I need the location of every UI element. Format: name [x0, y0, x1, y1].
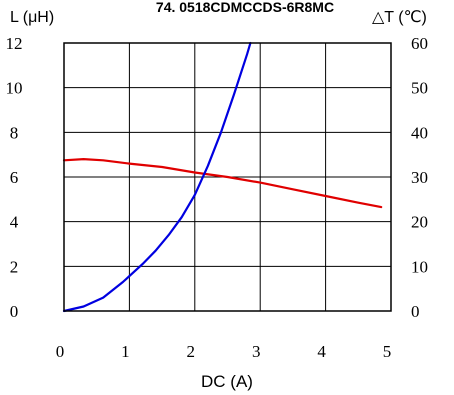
inductance-line: [62, 158, 383, 209]
y-right-tick-label: 30: [411, 168, 428, 187]
x-tick-label: 1: [121, 342, 130, 361]
y-left-tick-label: 6: [10, 168, 19, 187]
y-right-tick-label: 40: [411, 123, 428, 142]
y-left-tick-label: 4: [10, 213, 19, 232]
x-tick-label: 3: [252, 342, 261, 361]
y-right-tick-label: 10: [411, 257, 428, 276]
series-lines: [62, 41, 383, 313]
y-right-tick-label: 20: [411, 213, 428, 232]
y-right-tick-label: 0: [411, 302, 420, 321]
y-right-tick-label: 50: [411, 79, 428, 98]
temperature-rise-line: [62, 41, 252, 313]
y-right-axis-label: △T (℃): [372, 9, 427, 26]
x-axis-label: DC (A): [201, 372, 253, 391]
y-left-tick-label: 10: [6, 79, 23, 98]
grid: [64, 43, 391, 311]
x-tick-label: 0: [56, 342, 65, 361]
y-left-tick-label: 12: [6, 34, 23, 53]
y-left-tick-label: 8: [10, 123, 19, 142]
x-tick-label: 5: [383, 342, 392, 361]
chart-title: 74. 0518CDMCCDS-6R8MC: [156, 0, 334, 15]
y-left-axis-label: L (μH): [10, 9, 54, 26]
y-right-tick-label: 60: [411, 34, 428, 53]
x-tick-label: 4: [317, 342, 326, 361]
y-left-tick-label: 0: [10, 302, 19, 321]
y-left-tick-label: 2: [10, 257, 19, 276]
plot-frame: [63, 42, 392, 312]
x-tick-label: 2: [187, 342, 196, 361]
